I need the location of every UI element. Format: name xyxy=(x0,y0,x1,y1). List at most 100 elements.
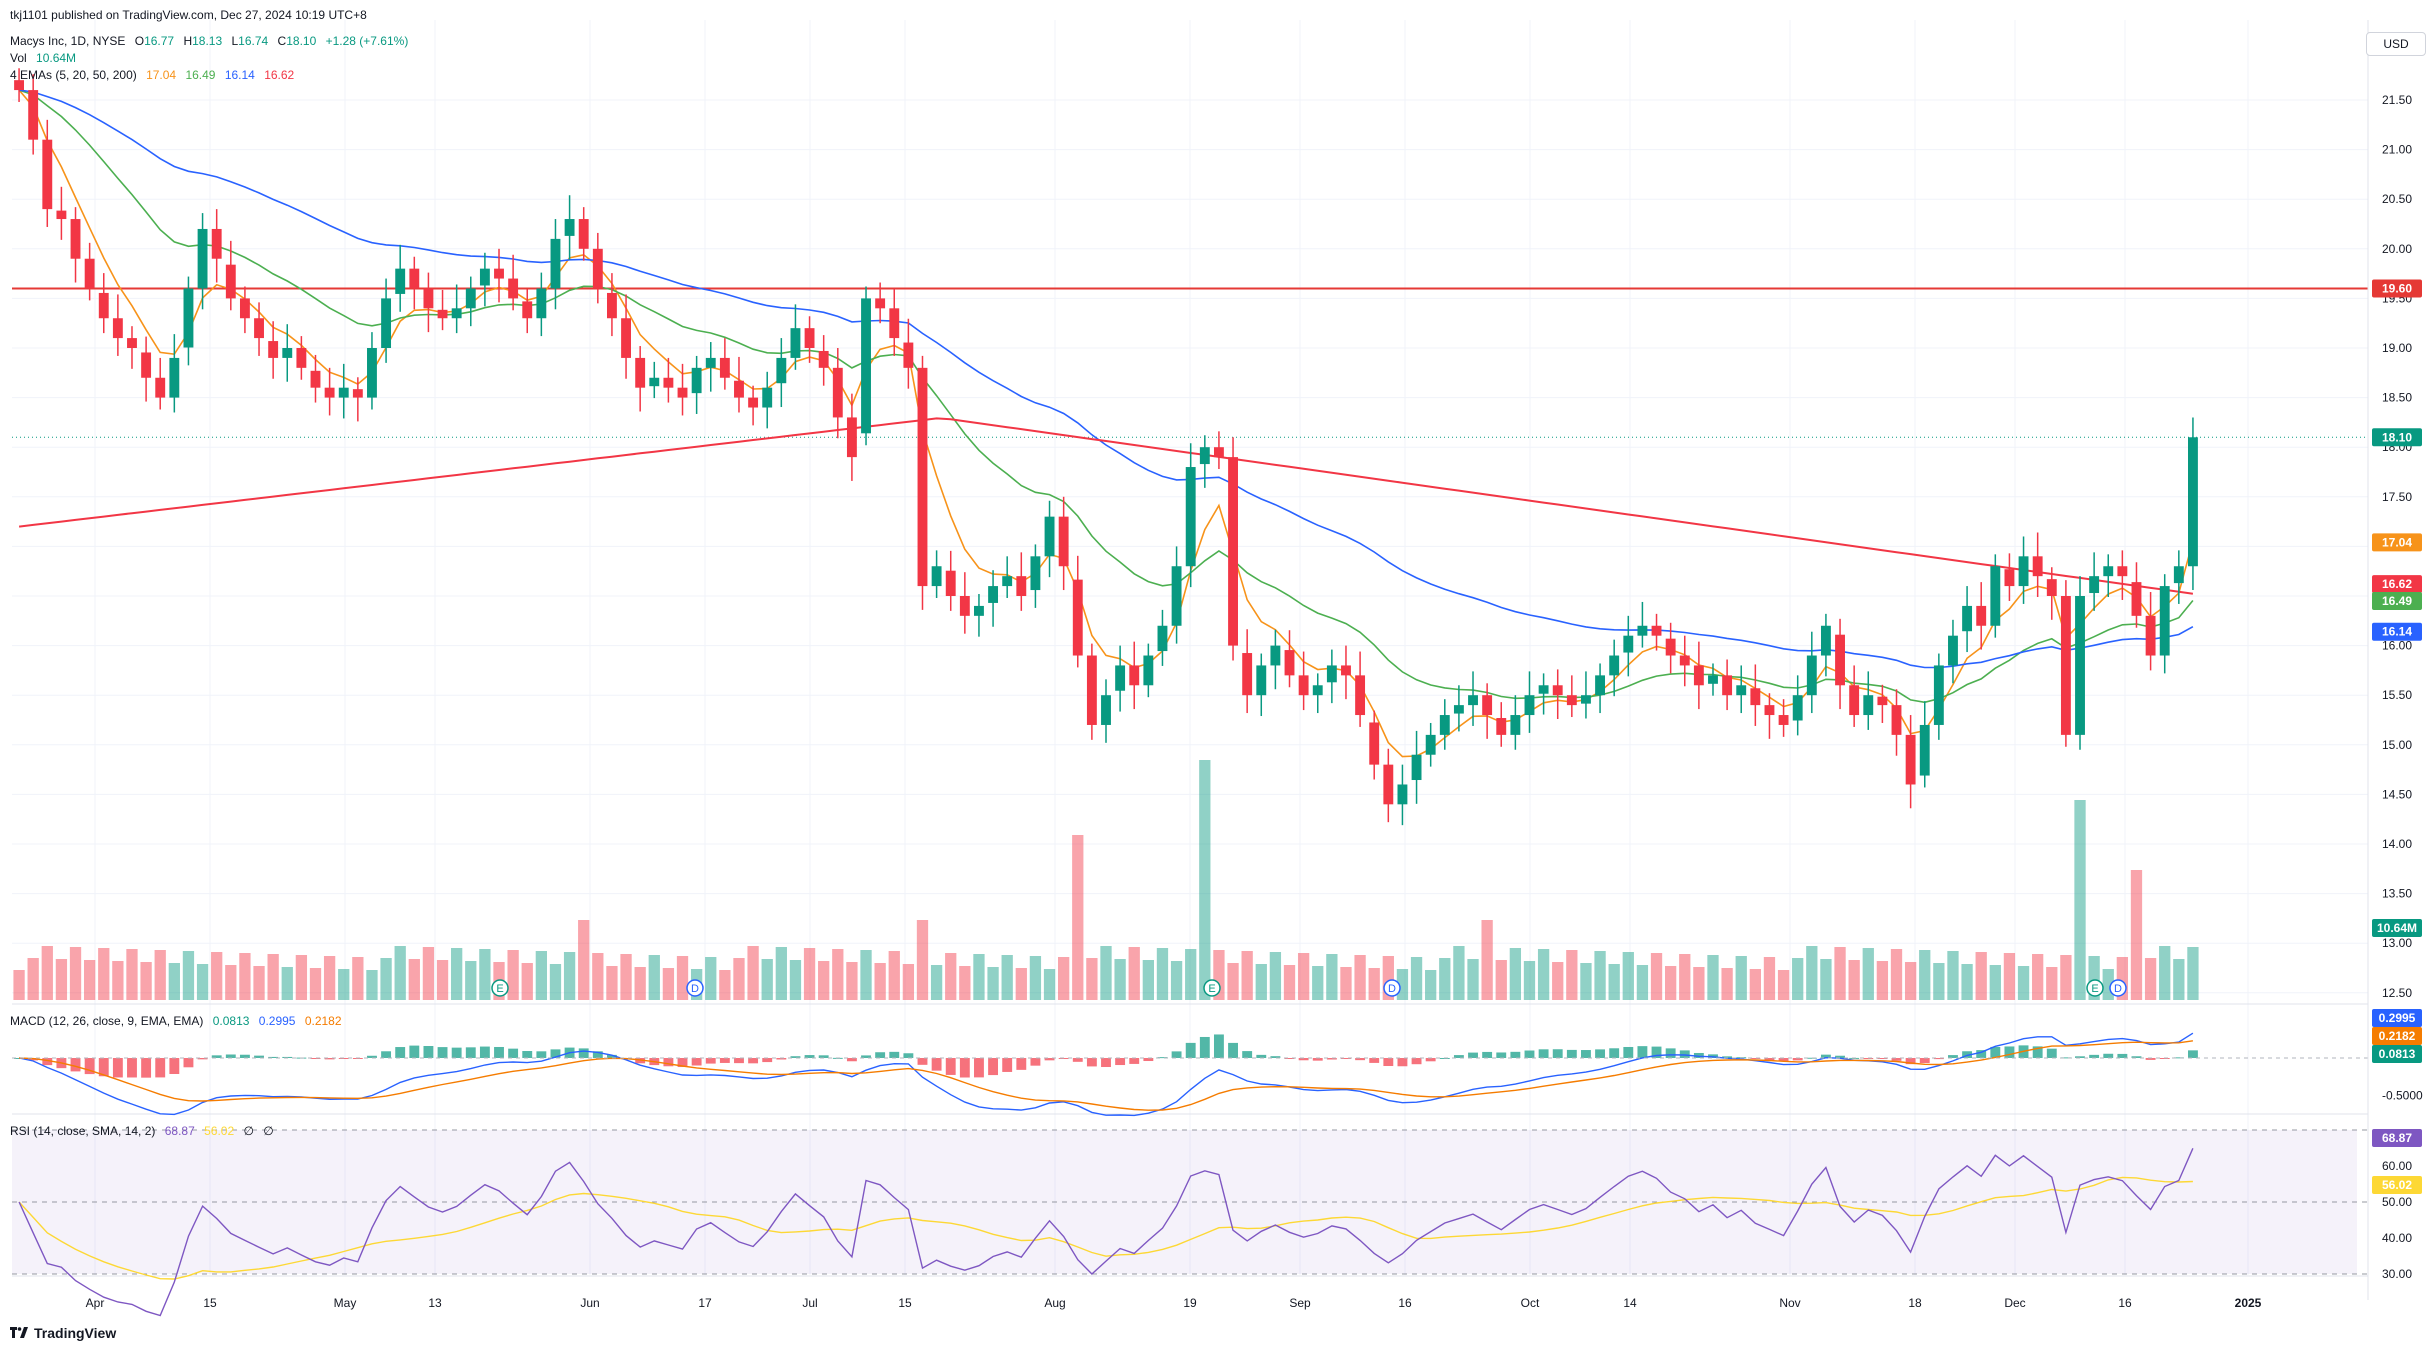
ema-legend[interactable]: 4 EMAs (5, 20, 50, 200) 17.04 16.49 16.1… xyxy=(10,68,300,82)
macd-hist-bar xyxy=(776,1058,787,1060)
macd-hist-bar xyxy=(282,1056,293,1058)
rsi-legend[interactable]: RSI (14, close, SMA, 14, 2) 68.87 56.02 … xyxy=(10,1124,280,1138)
event-marker-d: D xyxy=(1383,979,1401,997)
candle-body xyxy=(1976,605,1987,626)
macd-hist-bar xyxy=(1566,1049,1577,1058)
currency-button[interactable]: USD xyxy=(2366,32,2426,56)
candle-body xyxy=(1778,715,1789,725)
rsi-ma-value: 56.02 xyxy=(204,1124,235,1138)
rsi-badge: 68.87 xyxy=(2372,1129,2422,1147)
time-axis[interactable]: Apr 15 May 13 Jun 17 Jul 15 Aug 19 Sep 16 Oct 14 Nov 18… xyxy=(86,1296,2262,1310)
candle-body xyxy=(1552,685,1563,696)
tradingview-logo[interactable]: TradingView xyxy=(10,1325,116,1341)
candle-body xyxy=(1891,705,1902,735)
volume-bar xyxy=(662,968,675,1000)
candle-body xyxy=(1326,665,1337,683)
volume-bar xyxy=(1156,948,1169,1000)
macd-hist-bar xyxy=(42,1058,53,1066)
time-tick-label: Oct xyxy=(1521,1296,1540,1310)
macd-hist-bar xyxy=(2004,1046,2015,1058)
volume-bar xyxy=(2159,946,2171,1000)
price-tick-label: 12.50 xyxy=(2382,986,2412,1000)
candle-body xyxy=(1566,695,1577,706)
price-tick-label: 13.00 xyxy=(2382,936,2412,950)
candle-body xyxy=(2004,569,2015,587)
time-tick-label: 2025 xyxy=(2235,1296,2262,1310)
time-tick-label: Dec xyxy=(2004,1296,2025,1310)
volume-bar xyxy=(309,968,322,1000)
macd-hist-bar xyxy=(1538,1049,1549,1058)
volume-bar xyxy=(1693,967,1705,1000)
candle-body xyxy=(1030,556,1041,591)
candle-body xyxy=(2173,566,2184,584)
volume-legend[interactable]: Vol 10.64M xyxy=(10,51,82,65)
candle-body xyxy=(691,367,702,394)
candle-body xyxy=(1524,695,1535,716)
candle-body xyxy=(225,264,236,299)
candle-body xyxy=(508,278,519,299)
publisher-text: tkj1101 published on TradingView.com, De… xyxy=(10,8,367,22)
candle-body xyxy=(1736,685,1747,696)
macd-hist-bar xyxy=(1326,1058,1337,1060)
macd-hist-bar xyxy=(479,1046,490,1058)
volume-bar xyxy=(1072,835,1084,1000)
macd-hist-bar xyxy=(1482,1051,1493,1058)
candle-body xyxy=(268,341,279,358)
volume-bar xyxy=(225,965,237,1000)
macd-hist-bar xyxy=(1679,1050,1690,1058)
macd-hist-bar xyxy=(1891,1058,1902,1061)
candle-body xyxy=(2188,437,2198,567)
event-marker-label: E xyxy=(2091,983,2098,995)
ema5-badge-text: 17.04 xyxy=(2382,535,2412,549)
candle-body xyxy=(1397,784,1408,805)
time-tick-label: 18 xyxy=(1908,1296,1922,1310)
candle-body xyxy=(479,268,490,286)
candle-body xyxy=(42,139,53,210)
macd-hist-bar xyxy=(917,1058,928,1065)
candle-body xyxy=(1016,576,1027,596)
candle-body xyxy=(1496,718,1507,735)
candle-body xyxy=(1665,638,1676,656)
candle-body xyxy=(621,318,631,358)
time-tick-label: 19 xyxy=(1183,1296,1197,1310)
macd-legend[interactable]: MACD (12, 26, close, 9, EMA, EMA) 0.0813… xyxy=(10,1014,348,1028)
macd-hist-bar xyxy=(875,1052,886,1058)
macd-hist-bar xyxy=(1764,1058,1775,1061)
volume-bar xyxy=(1904,962,1917,1000)
macd-hist-bar xyxy=(959,1058,970,1078)
macd-hist-bar xyxy=(409,1045,420,1058)
macd-hist-bar xyxy=(635,1058,646,1064)
volume-bar xyxy=(1058,957,1070,1000)
candle-body xyxy=(14,80,24,91)
volume-bar xyxy=(2017,966,2030,1000)
symbol-name[interactable]: Macys Inc, 1D, NYSE xyxy=(10,34,126,48)
candle-body xyxy=(310,370,321,388)
candle-body xyxy=(1764,705,1775,716)
candle-body xyxy=(112,318,123,339)
candle-body xyxy=(127,338,137,348)
symbol-legend[interactable]: Macys Inc, 1D, NYSE O16.77 H18.13 L16.74… xyxy=(10,34,414,48)
volume-bar xyxy=(140,962,152,1000)
volume-bar xyxy=(436,960,449,1000)
volume-bar xyxy=(267,954,279,1000)
volume-label: Vol xyxy=(10,51,27,65)
ema200-badge-text: 16.62 xyxy=(2382,577,2412,591)
candle-body xyxy=(1242,653,1253,696)
candle-body xyxy=(776,357,787,384)
candlesticks[interactable] xyxy=(14,68,2198,826)
ema5-line xyxy=(18,89,2194,758)
candle-body xyxy=(1171,566,1182,626)
candle-body xyxy=(945,570,956,596)
volume-bar xyxy=(211,952,223,1000)
candle-body xyxy=(1538,685,1549,694)
volume-bar xyxy=(1439,958,1451,1000)
volume-bar xyxy=(535,951,548,1000)
time-tick-label: 16 xyxy=(2118,1296,2132,1310)
volume-bar xyxy=(719,970,731,1000)
candle-body xyxy=(1453,705,1464,714)
volume-bar xyxy=(959,966,971,1000)
macd-hist-bar xyxy=(254,1055,264,1058)
rsi-ma-badge: 56.02 xyxy=(2372,1176,2422,1194)
